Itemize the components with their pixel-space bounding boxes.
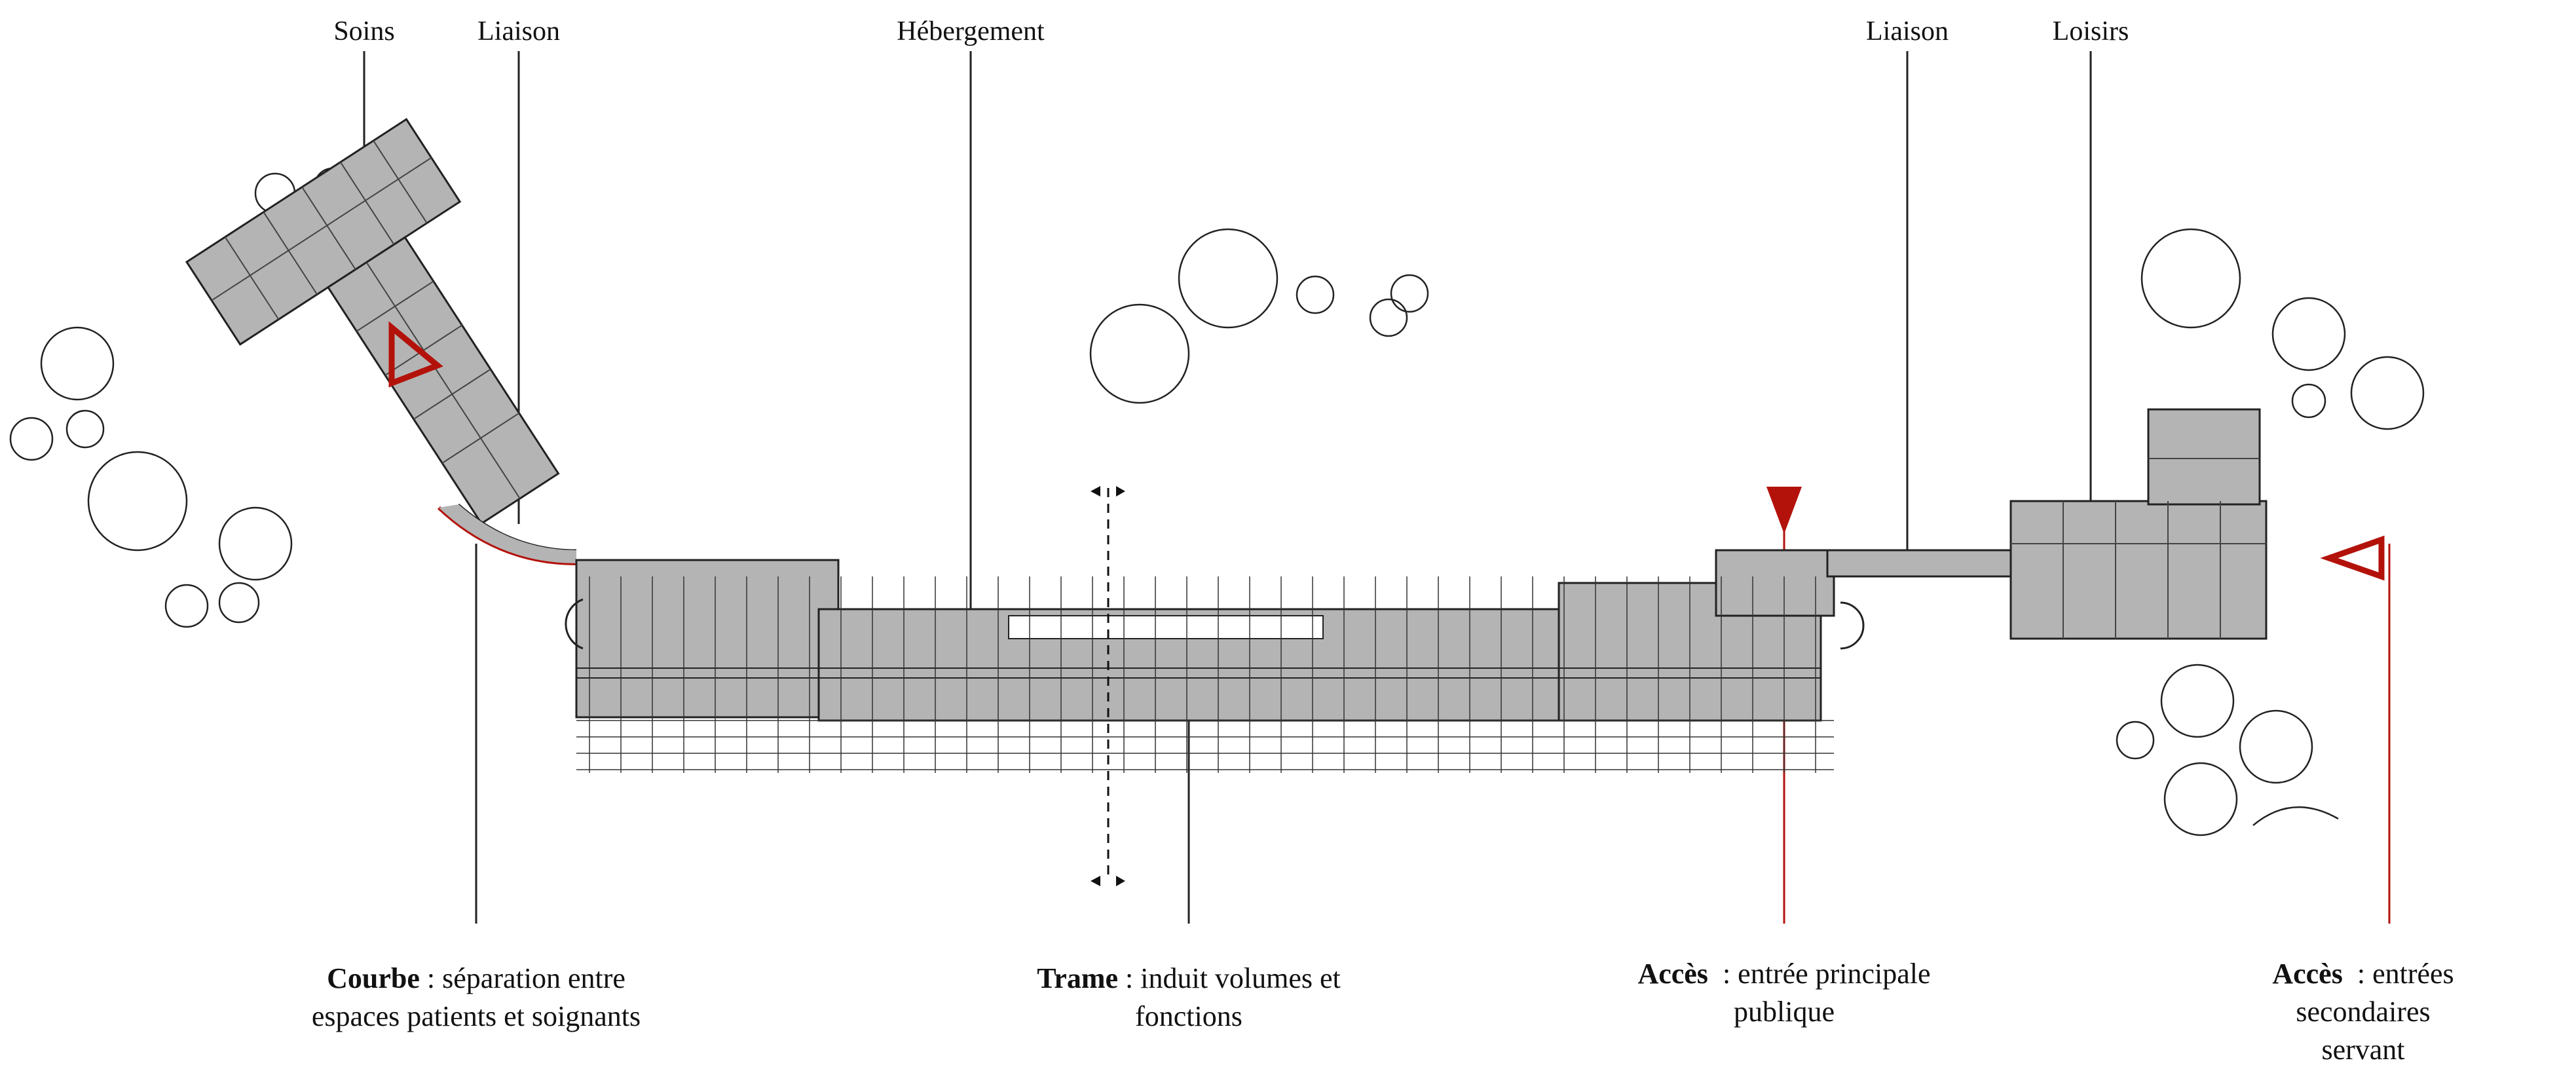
tree-icon (2140, 228, 2241, 329)
caption-acces-secondaire-line2: servant (2321, 1034, 2405, 1066)
tree-icon (87, 451, 188, 552)
tree-icon (1178, 228, 1279, 329)
caption-acces-secondaire-line1: entrées secondaires (2296, 958, 2454, 1028)
caption-courbe-sep: : (419, 962, 443, 994)
caption-courbe-term: Courbe (327, 962, 420, 994)
label-hebergement: Hébergement (897, 16, 1045, 47)
tree-icon (9, 417, 54, 461)
tree-icon (1390, 274, 1429, 313)
caption-courbe-line2: espaces patients et soignants (311, 1000, 641, 1032)
tree-icon (218, 506, 293, 581)
tree-icon (2160, 664, 2235, 738)
caption-acces-principal: Accès : entrée principale publique (1637, 955, 1930, 1031)
hebergement-block (565, 549, 1865, 773)
caption-courbe: Courbe : séparation entre espaces patien… (312, 960, 641, 1036)
trees (9, 167, 2425, 836)
caption-acces-principal-sep: : (1708, 958, 1738, 990)
tree-icon (2350, 356, 2425, 430)
loisirs-block (2009, 408, 2268, 640)
right-liaison (1826, 549, 2025, 578)
entrance-triangle-icon (388, 321, 443, 388)
caption-acces-secondaire-sep: : (2342, 958, 2373, 990)
tree-icon (1296, 275, 1335, 314)
floor-plan-drawing (9, 51, 2425, 924)
structural-grid (576, 576, 1834, 773)
tree-icon (2116, 721, 2155, 760)
caption-trame-line2: fonctions (1135, 1000, 1242, 1032)
tree-icon (2271, 297, 2346, 371)
caption-trame-sep: : (1118, 962, 1141, 994)
leader-lines (363, 51, 2092, 924)
caption-acces-secondaire-term: Accès (2272, 958, 2343, 990)
caption-trame-line1: induit volumes et (1140, 962, 1341, 994)
caption-acces-principal-line2: publique (1734, 996, 1835, 1028)
tree-icon (2291, 383, 2326, 419)
entrance-triangle-icon (2320, 535, 2385, 581)
curved-liaison (437, 503, 577, 565)
label-liaison-left: Liaison (477, 16, 560, 47)
label-soins: Soins (333, 16, 395, 47)
site-plan-diagram: Soins Liaison Hébergement Liaison Loisir… (9, 16, 2454, 1066)
tree-icon (164, 584, 209, 628)
caption-acces-principal-term: Accès (1637, 958, 1708, 990)
entrance-markers (388, 321, 2385, 581)
caption-acces-principal-line1: entrée principale (1738, 958, 1931, 990)
caption-trame-term: Trame (1037, 962, 1119, 994)
tree-icon (2163, 762, 2238, 836)
tree-icon (218, 582, 260, 624)
soins-wing (185, 118, 560, 525)
tree-icon (1089, 303, 1190, 404)
caption-acces-secondaire: Accès : entrées secondaires servant (2257, 955, 2470, 1069)
tree-icon (1369, 298, 1408, 337)
section-cut-icon (1091, 486, 1125, 886)
caption-trame: Trame : induit volumes et fonctions (1037, 960, 1341, 1036)
label-liaison-right: Liaison (1866, 16, 1949, 47)
label-loisirs: Loisirs (2052, 16, 2129, 47)
entrance-triangle-icon (1766, 487, 1802, 534)
tree-icon (65, 409, 105, 449)
caption-courbe-line1: séparation entre (442, 962, 625, 994)
tree-icon (40, 326, 115, 401)
tree-icon (2239, 709, 2313, 784)
tree-icon (2252, 806, 2339, 826)
